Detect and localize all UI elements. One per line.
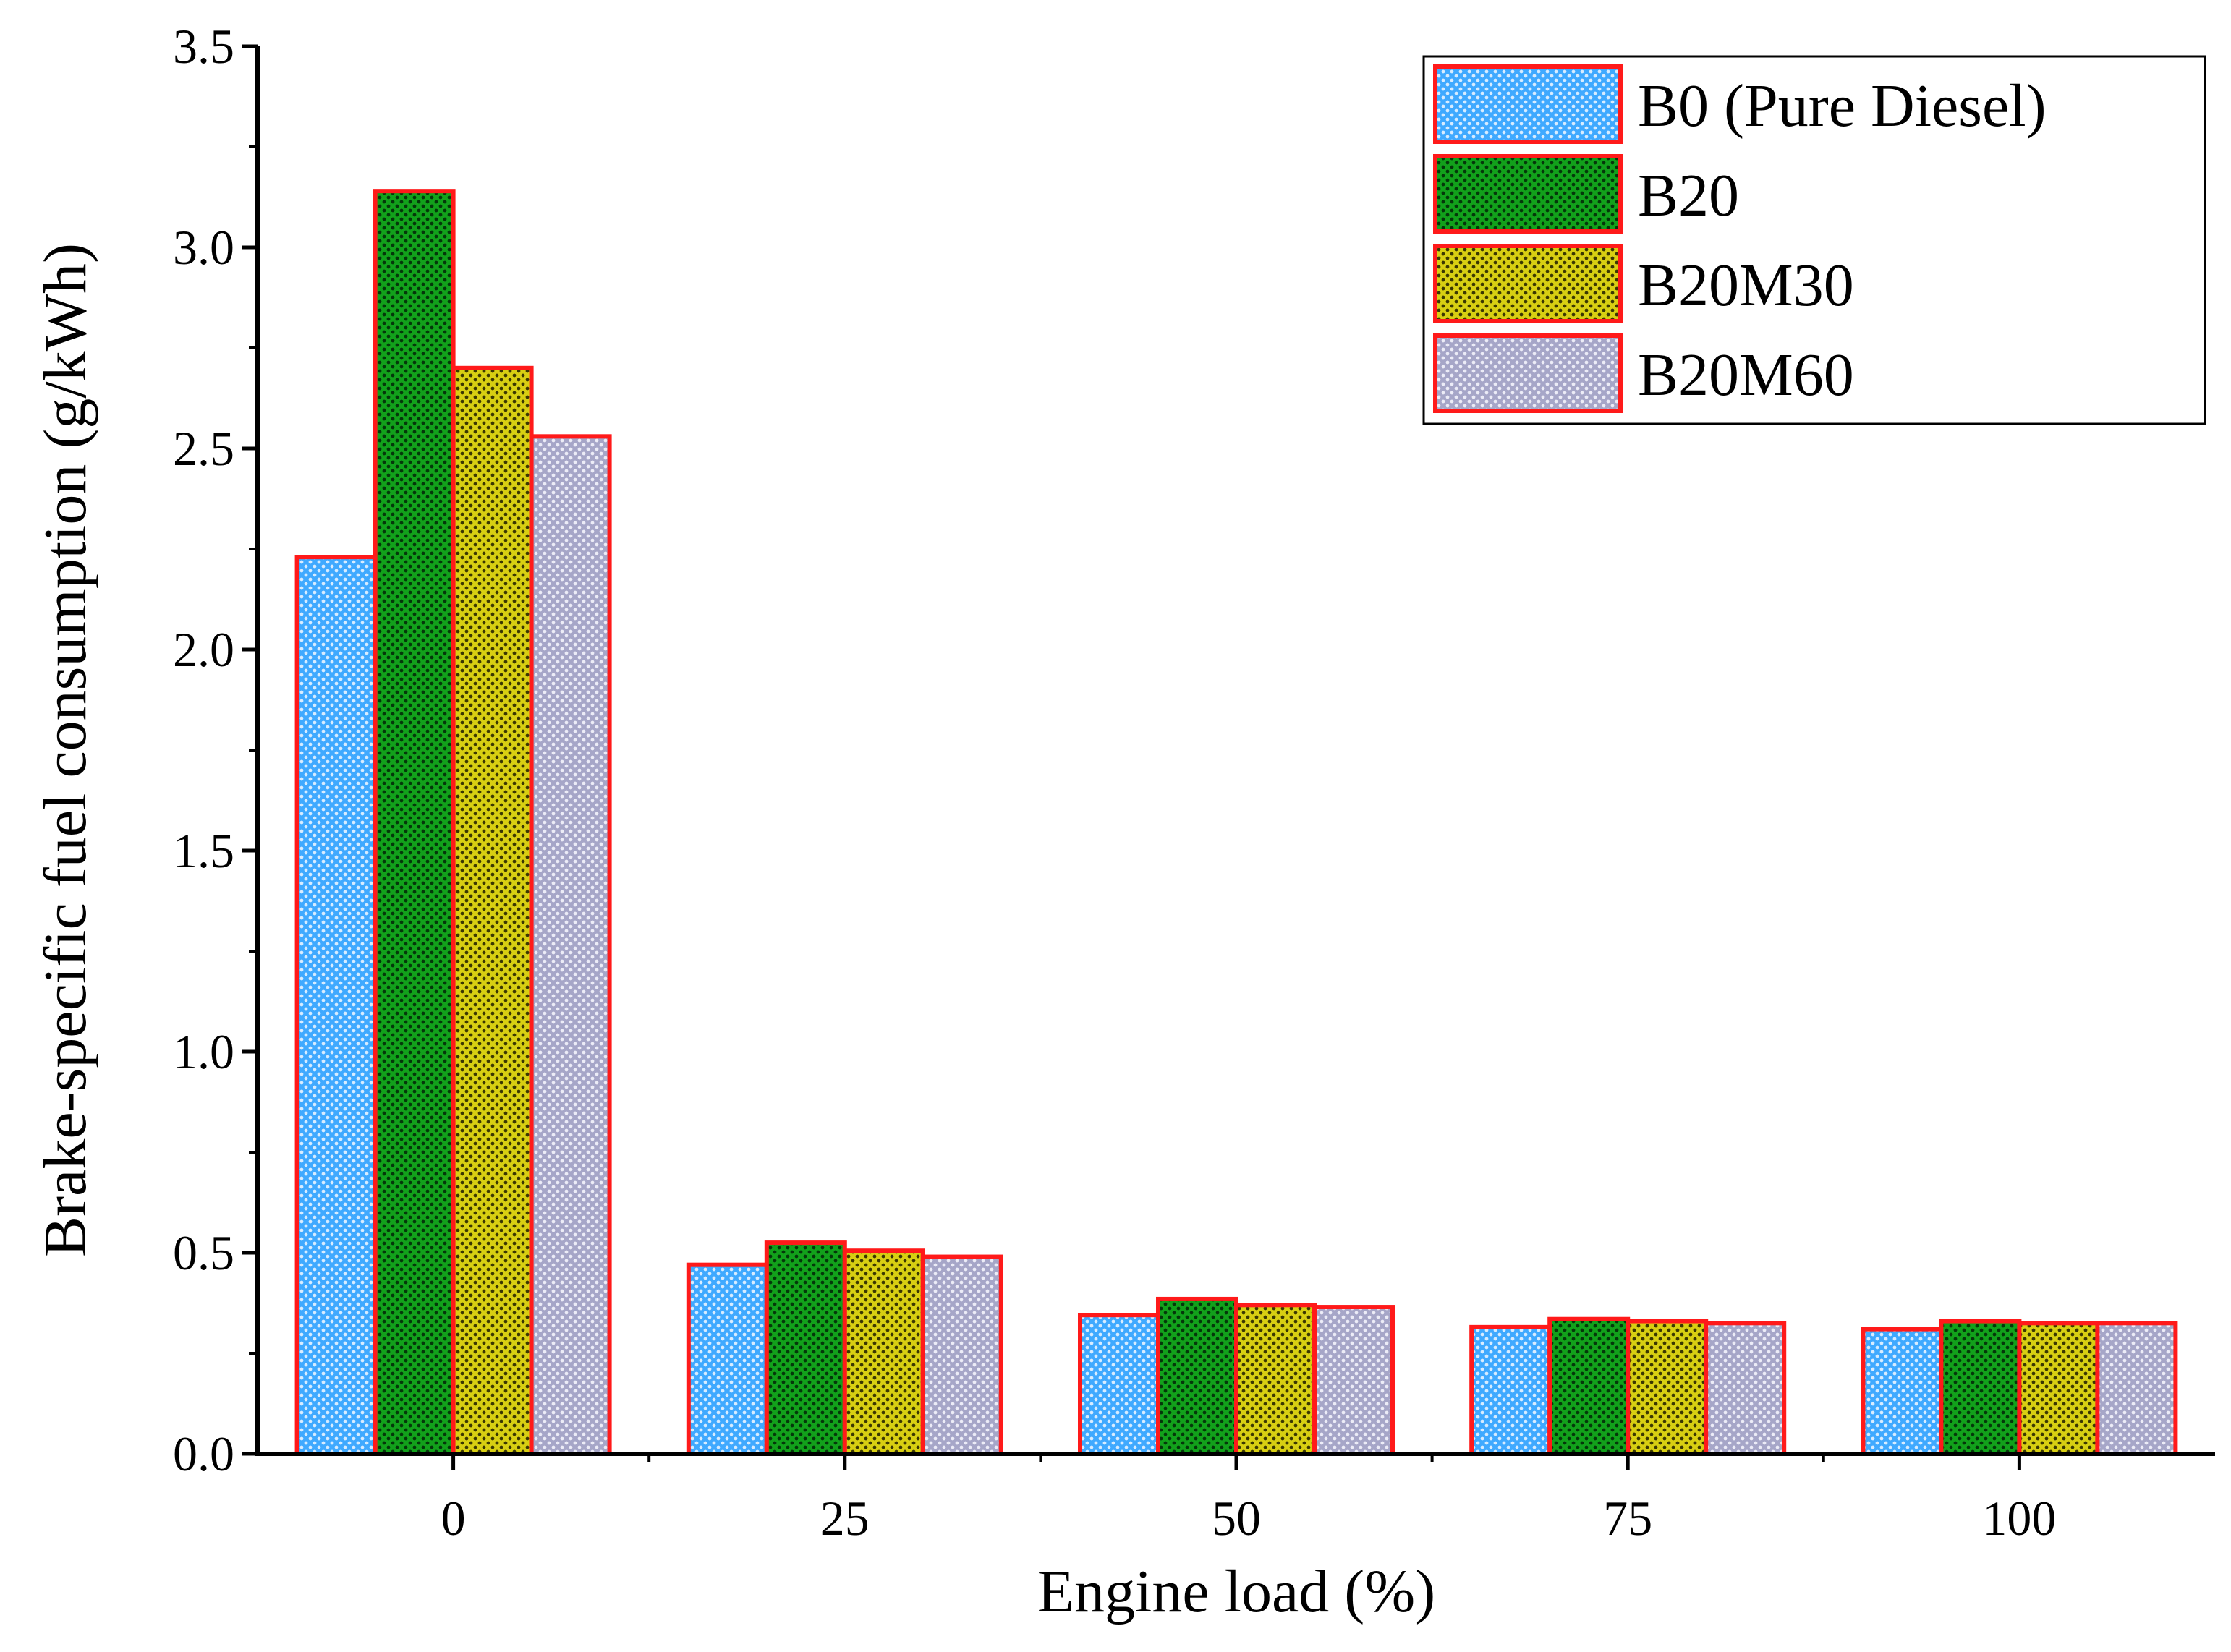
bar-3-1 — [920, 1254, 1003, 1457]
bar-1-4 — [1939, 1319, 2022, 1457]
y-tick-label: 2.5 — [173, 421, 234, 476]
x-tick-label: 0 — [441, 1491, 466, 1546]
bar-1-2 — [1156, 1296, 1238, 1456]
x-tick-label: 50 — [1212, 1491, 1261, 1546]
legend-label: B20M30 — [1638, 252, 1854, 319]
bar-0-2 — [1078, 1313, 1160, 1457]
y-tick-label: 0.0 — [173, 1426, 234, 1481]
legend-label: B20 — [1638, 162, 1739, 229]
bar-0-0 — [294, 555, 378, 1456]
bar-2-3 — [1626, 1319, 1709, 1457]
y-tick-label: 1.0 — [173, 1024, 234, 1079]
bar-1-1 — [764, 1240, 847, 1456]
bar-0-4 — [1861, 1327, 1944, 1457]
legend: B0 (Pure Diesel) B20 B20M30 B20M60 — [1422, 55, 2206, 425]
bar-0-1 — [686, 1262, 769, 1457]
bar-0-3 — [1469, 1324, 1552, 1456]
bar-1-0 — [373, 189, 456, 1456]
legend-swatch — [1433, 333, 1623, 413]
axes-layer: 0.0 0.5 1.0 1.5 2.0 2.5 3.0 3.5 0 25 50 75 100 — [173, 19, 2215, 1546]
bar-2-2 — [1234, 1303, 1317, 1457]
legend-label: B20M60 — [1638, 341, 1854, 409]
legend-swatch — [1433, 64, 1623, 144]
bar-1-3 — [1547, 1316, 1631, 1456]
legend-swatch — [1433, 244, 1623, 323]
bar-3-2 — [1312, 1305, 1395, 1457]
bar-3-4 — [2095, 1321, 2178, 1457]
bar-3-0 — [529, 434, 612, 1457]
x-axis-title: Engine load (%) — [1037, 1558, 1435, 1625]
x-tick-label: 75 — [1603, 1491, 1652, 1546]
bar-2-1 — [842, 1248, 925, 1456]
legend-swatch — [1433, 154, 1623, 234]
bars-layer — [294, 189, 2178, 1457]
y-tick-label: 2.0 — [173, 622, 234, 677]
x-tick-label: 25 — [820, 1491, 870, 1546]
bar-2-4 — [2017, 1321, 2100, 1457]
y-axis-title: Brake-specific fuel consumption (g/kWh) — [32, 243, 99, 1257]
legend-label: B0 (Pure Diesel) — [1638, 72, 2047, 140]
y-tick-label: 3.0 — [173, 220, 234, 275]
y-tick-label: 0.5 — [173, 1225, 234, 1280]
y-tick-label: 3.5 — [173, 19, 234, 74]
bar-2-0 — [451, 365, 534, 1456]
x-tick-label: 100 — [1982, 1491, 2056, 1546]
y-tick-label: 1.5 — [173, 823, 234, 878]
bar-3-3 — [1704, 1321, 1787, 1457]
